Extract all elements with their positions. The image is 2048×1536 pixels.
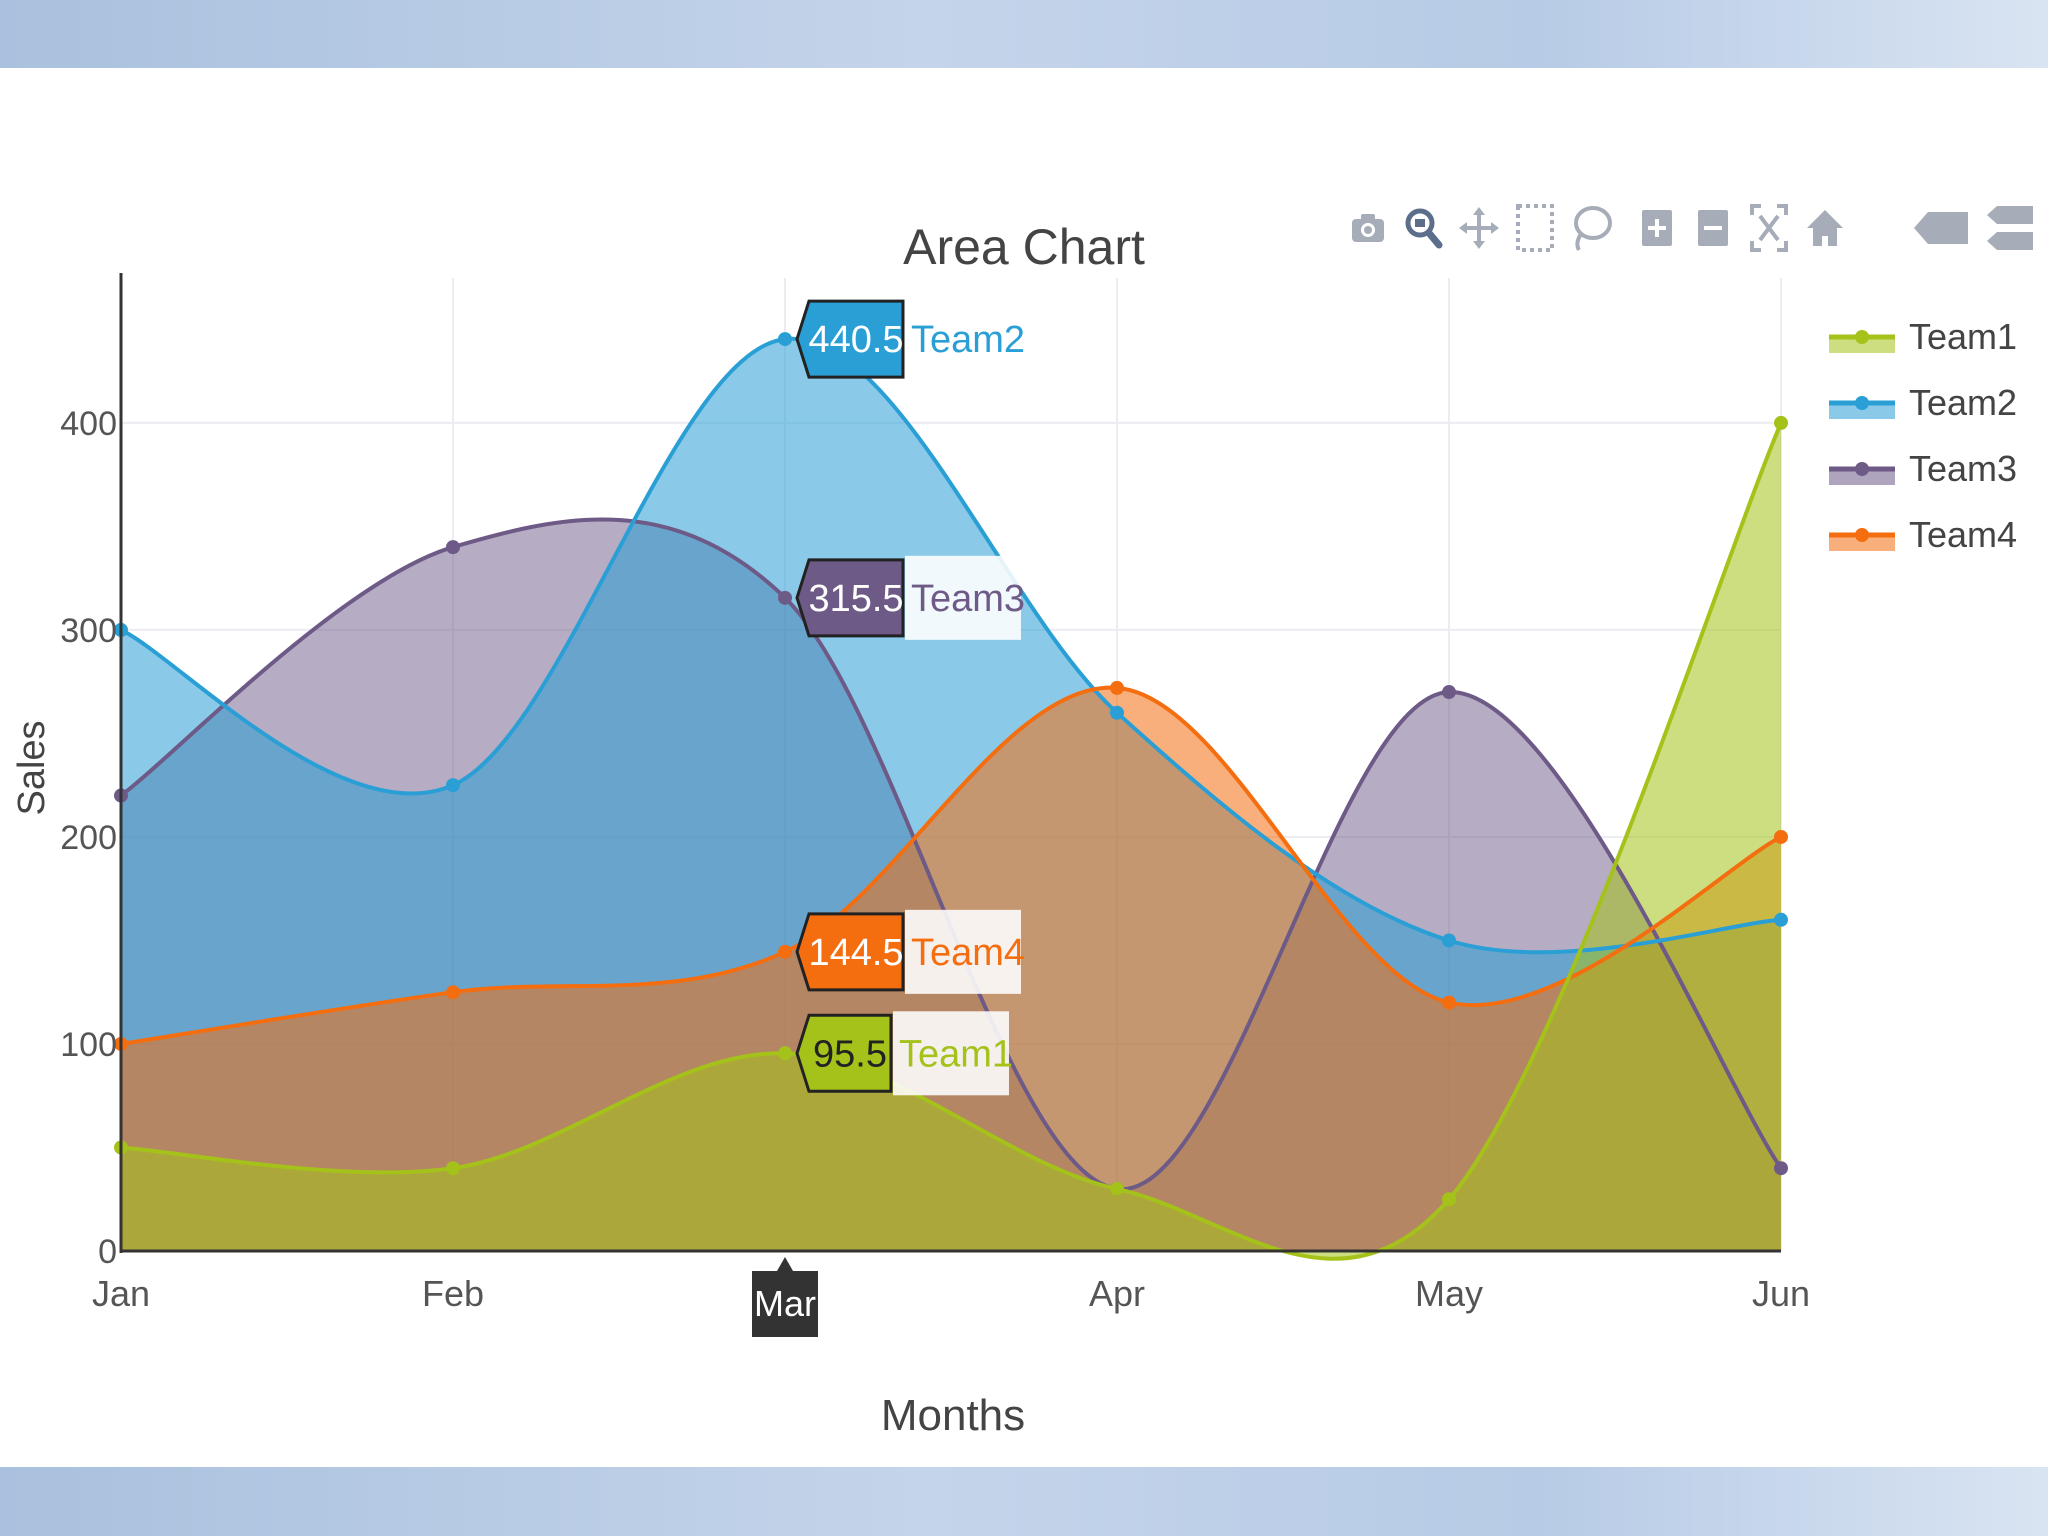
legend-marker bbox=[1855, 396, 1869, 410]
zoom-icon[interactable] bbox=[1400, 198, 1446, 258]
hover-label-box bbox=[795, 558, 905, 638]
x-tick-label: Apr bbox=[1089, 1273, 1145, 1314]
legend-label: Team1 bbox=[1909, 316, 2017, 357]
hover-label-team3: 315.5 Team3 bbox=[795, 555, 1025, 640]
legend-swatch bbox=[1829, 403, 1895, 419]
hover-label-value: 95.5 bbox=[813, 1033, 887, 1075]
hover-x-label: Mar bbox=[754, 1283, 816, 1324]
legend-item-team3[interactable]: Team3 bbox=[1829, 448, 2017, 489]
legend-label: Team3 bbox=[1909, 448, 2017, 489]
bottom-banner bbox=[0, 1467, 2048, 1536]
hover-label-team1: 95.5 Team1 bbox=[795, 1011, 1013, 1096]
point-team3-jun bbox=[1774, 1161, 1788, 1176]
legend-swatch bbox=[1829, 469, 1895, 485]
home-icon[interactable] bbox=[1802, 198, 1848, 258]
hover-label-name-bg bbox=[893, 1011, 1009, 1096]
lasso-icon[interactable] bbox=[1568, 198, 1614, 258]
x-tick-label: Jun bbox=[1752, 1273, 1810, 1314]
hover-x-label-arrow bbox=[777, 1257, 793, 1271]
zoom-out-icon[interactable] bbox=[1690, 198, 1736, 258]
point-team2-jun bbox=[1774, 912, 1788, 927]
hover-label-name-bg bbox=[905, 297, 1021, 382]
y-tick-label: 300 bbox=[60, 612, 117, 650]
point-team4-feb bbox=[446, 985, 460, 1000]
legend-marker bbox=[1855, 462, 1869, 476]
box-select-icon[interactable] bbox=[1512, 198, 1558, 258]
hover-label-name: Team4 bbox=[911, 932, 1025, 974]
point-team4-apr bbox=[1110, 680, 1124, 695]
hover-label-value: 144.5 bbox=[808, 932, 903, 974]
line-team4 bbox=[120, 685, 1782, 1046]
point-team1-mar bbox=[778, 1046, 792, 1061]
hover-label-box bbox=[795, 912, 905, 992]
hover-x-label-box bbox=[752, 1271, 818, 1337]
point-team2-may bbox=[1442, 933, 1456, 948]
legend-item-team1[interactable]: Team1 bbox=[1829, 316, 2017, 357]
hover-label-team4: 144.5 Team4 bbox=[795, 909, 1025, 994]
hover-label-box bbox=[795, 299, 905, 379]
x-tick-label: May bbox=[1415, 1273, 1483, 1314]
camera-icon[interactable] bbox=[1345, 198, 1391, 258]
autoscale-icon[interactable] bbox=[1746, 198, 1792, 258]
hover-label-value: 440.5 bbox=[808, 319, 903, 361]
spike-lines-icon[interactable] bbox=[1910, 198, 1972, 258]
compare-hover-icon[interactable] bbox=[1985, 198, 2037, 258]
hover-label-name-bg bbox=[905, 909, 1021, 994]
point-team4-mar bbox=[778, 944, 792, 959]
y-tick-label: 100 bbox=[60, 1026, 117, 1064]
point-team2-apr bbox=[1110, 705, 1124, 720]
point-team1-apr bbox=[1110, 1181, 1124, 1196]
pan-icon[interactable] bbox=[1456, 198, 1502, 258]
chart-container: Area Chart 0 100 200 300 400 Jan Feb Apr May Jun Mo… bbox=[0, 68, 2048, 1467]
legend-swatch bbox=[1829, 535, 1895, 551]
hover-label-name: Team1 bbox=[899, 1033, 1013, 1075]
legend-marker bbox=[1855, 528, 1869, 542]
point-team3-mar bbox=[778, 590, 792, 605]
legend-item-team2[interactable]: Team2 bbox=[1829, 382, 2017, 423]
point-team2-feb bbox=[446, 778, 460, 793]
point-team1-feb bbox=[446, 1161, 460, 1176]
top-banner bbox=[0, 0, 2048, 68]
area-chart: Area Chart 0 100 200 300 400 Jan Feb Apr May Jun Mo… bbox=[11, 219, 2017, 1440]
area-team1 bbox=[121, 422, 1781, 1259]
y-tick-label: 0 bbox=[98, 1233, 117, 1271]
hover-label-name: Team2 bbox=[911, 319, 1025, 361]
x-axis-title: Months bbox=[881, 1391, 1025, 1440]
point-team3-may bbox=[1442, 685, 1456, 700]
legend-marker bbox=[1855, 330, 1869, 344]
hover-label-name-bg bbox=[905, 555, 1021, 640]
point-team4-may bbox=[1442, 995, 1456, 1010]
point-team1-jun bbox=[1774, 415, 1788, 430]
hover-label-team2: 440.5 Team2 bbox=[795, 297, 1025, 382]
hover-label-name: Team3 bbox=[911, 578, 1025, 620]
hover-label-value: 315.5 bbox=[808, 578, 903, 620]
legend-swatch bbox=[1829, 337, 1895, 353]
point-team1-may bbox=[1442, 1192, 1456, 1207]
legend-label: Team4 bbox=[1909, 514, 2017, 555]
chart-title: Area Chart bbox=[903, 219, 1145, 275]
y-tick-label: 400 bbox=[60, 405, 117, 443]
x-tick-label: Feb bbox=[422, 1273, 484, 1314]
y-tick-label: 200 bbox=[60, 819, 117, 857]
legend-label: Team2 bbox=[1909, 382, 2017, 423]
y-axis-title: Sales bbox=[11, 720, 53, 815]
hover-label-box bbox=[795, 1013, 893, 1093]
point-team4-jun bbox=[1774, 829, 1788, 844]
point-team3-feb bbox=[446, 540, 460, 555]
x-tick-label: Jan bbox=[92, 1273, 150, 1314]
point-team2-mar bbox=[778, 332, 792, 347]
legend-item-team4[interactable]: Team4 bbox=[1829, 514, 2017, 555]
zoom-in-icon[interactable] bbox=[1634, 198, 1680, 258]
